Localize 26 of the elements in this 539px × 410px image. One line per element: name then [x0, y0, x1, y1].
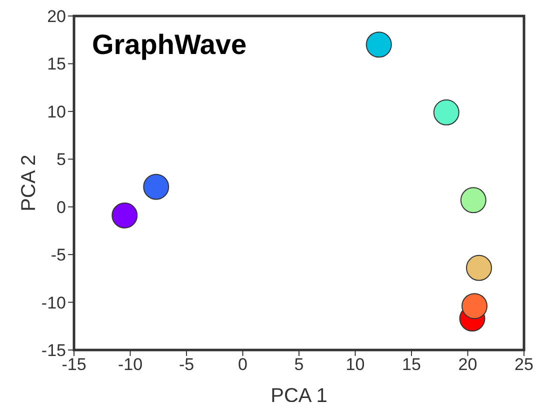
- point: [112, 202, 138, 228]
- x-tick-label: 5: [294, 355, 304, 374]
- point: [433, 99, 460, 126]
- point: [460, 187, 486, 214]
- x-tick-label: 0: [238, 355, 248, 374]
- point: [462, 293, 488, 320]
- x-tick-label: -10: [118, 355, 143, 374]
- y-tick-label: 5: [56, 150, 66, 170]
- annotation: GraphWave: [92, 29, 247, 60]
- point: [366, 32, 392, 58]
- y-tick-label: -10: [41, 293, 66, 312]
- point: [466, 254, 492, 281]
- x-tick-label: -5: [178, 355, 194, 374]
- point: [143, 174, 170, 200]
- x-axis-title: PCA 1: [270, 385, 328, 407]
- x-tick-label: 25: [514, 355, 534, 374]
- y-tick-label: 15: [47, 54, 66, 74]
- y-tick-label: -5: [50, 246, 66, 265]
- y-axis-title: PCA 2: [18, 154, 40, 212]
- y-tick-label: 20: [47, 7, 66, 26]
- y-tick-label: -15: [41, 341, 66, 360]
- y-tick-label: 10: [47, 102, 66, 122]
- x-tick-label: 20: [458, 355, 478, 374]
- x-tick-label: 15: [402, 355, 421, 374]
- y-tick-label: 0: [56, 198, 66, 217]
- x-tick-label: 10: [346, 355, 365, 374]
